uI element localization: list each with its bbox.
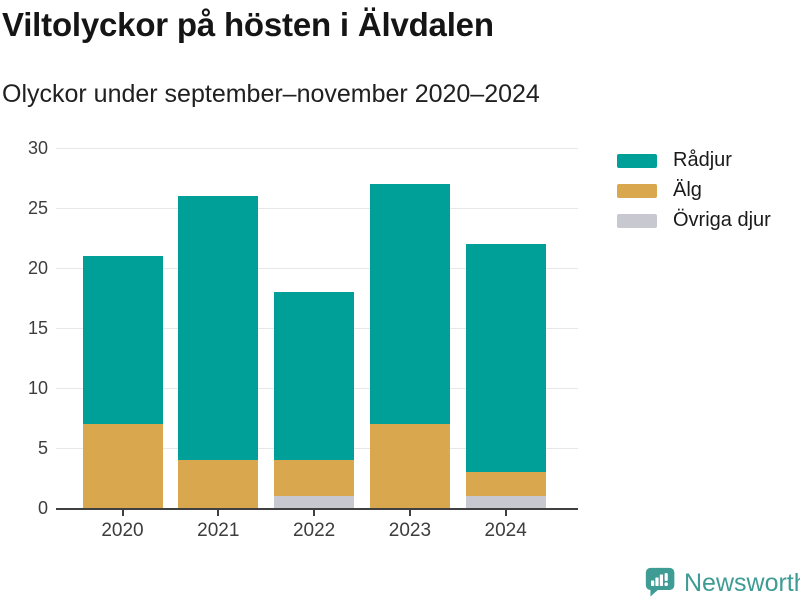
x-axis-tick-label: 2024: [484, 520, 527, 541]
bar-2022: [274, 292, 355, 508]
y-axis-tick-label: 5: [37, 438, 48, 458]
x-axis-tick-label: 2020: [101, 520, 144, 541]
y-axis-tick-label: 0: [37, 498, 48, 518]
bar-2021: [178, 196, 259, 508]
bar-segment-2021: [178, 460, 259, 508]
legend-label: Älg: [673, 179, 702, 201]
bar-segment-2020: [82, 424, 163, 508]
y-axis-tick-label: 10: [27, 378, 48, 398]
legend: Rådjur Älg Övriga djur: [617, 149, 771, 231]
x-axis-tick: [313, 510, 316, 516]
legend-item: Rådjur: [617, 149, 771, 171]
legend-swatch: [617, 213, 657, 228]
bar-2023: [369, 184, 450, 508]
x-axis-tick: [504, 510, 507, 516]
bar-2020: [82, 256, 163, 508]
plot-area: 0 5 10 15 20 25 30 2020 2021 2022 2023 2024: [28, 138, 578, 541]
bar-segment-2024: [465, 472, 546, 496]
bar-segment-2021: [178, 196, 259, 460]
chart-subtitle: Olyckor under september–november 2020–20…: [2, 80, 540, 108]
bar-segment-2024: [465, 496, 546, 508]
x-axis-tick: [121, 510, 124, 516]
brand-footer: Newsworthy: [644, 567, 800, 600]
x-axis-tick-label: 2023: [388, 520, 432, 541]
legend-label: Rådjur: [673, 149, 732, 171]
legend-label: Övriga djur: [673, 209, 771, 231]
bar-2024: [465, 244, 546, 508]
newsworthy-logo-icon: [645, 567, 675, 597]
y-axis-tick-label: 30: [27, 138, 48, 158]
legend-swatch: [617, 183, 657, 198]
gridline: [56, 148, 578, 149]
bar-segment-2023: [369, 424, 450, 508]
x-axis-tick: [408, 510, 411, 516]
bar-segment-2023: [369, 184, 450, 424]
bar-segment-2022: [274, 496, 355, 508]
chart-title: Viltolyckor på hösten i Älvdalen: [2, 6, 494, 43]
y-axis-tick-label: 20: [27, 258, 48, 278]
legend-swatch: [617, 153, 657, 168]
brand-name: Newsworthy: [684, 569, 800, 597]
y-axis-tick-label: 25: [27, 198, 48, 218]
x-axis-tick-label: 2021: [197, 520, 240, 541]
x-axis-tick: [217, 510, 220, 516]
legend-item: Älg: [617, 179, 771, 201]
bar-segment-2024: [465, 244, 546, 472]
bar-segment-2022: [274, 292, 355, 460]
bar-segment-2022: [274, 460, 355, 496]
x-axis-tick-label: 2022: [292, 520, 336, 541]
bar-segment-2020: [82, 256, 163, 424]
gridline: [56, 268, 578, 269]
gridline: [56, 208, 578, 209]
y-axis-tick-label: 15: [27, 318, 48, 338]
legend-item: Övriga djur: [617, 209, 771, 231]
